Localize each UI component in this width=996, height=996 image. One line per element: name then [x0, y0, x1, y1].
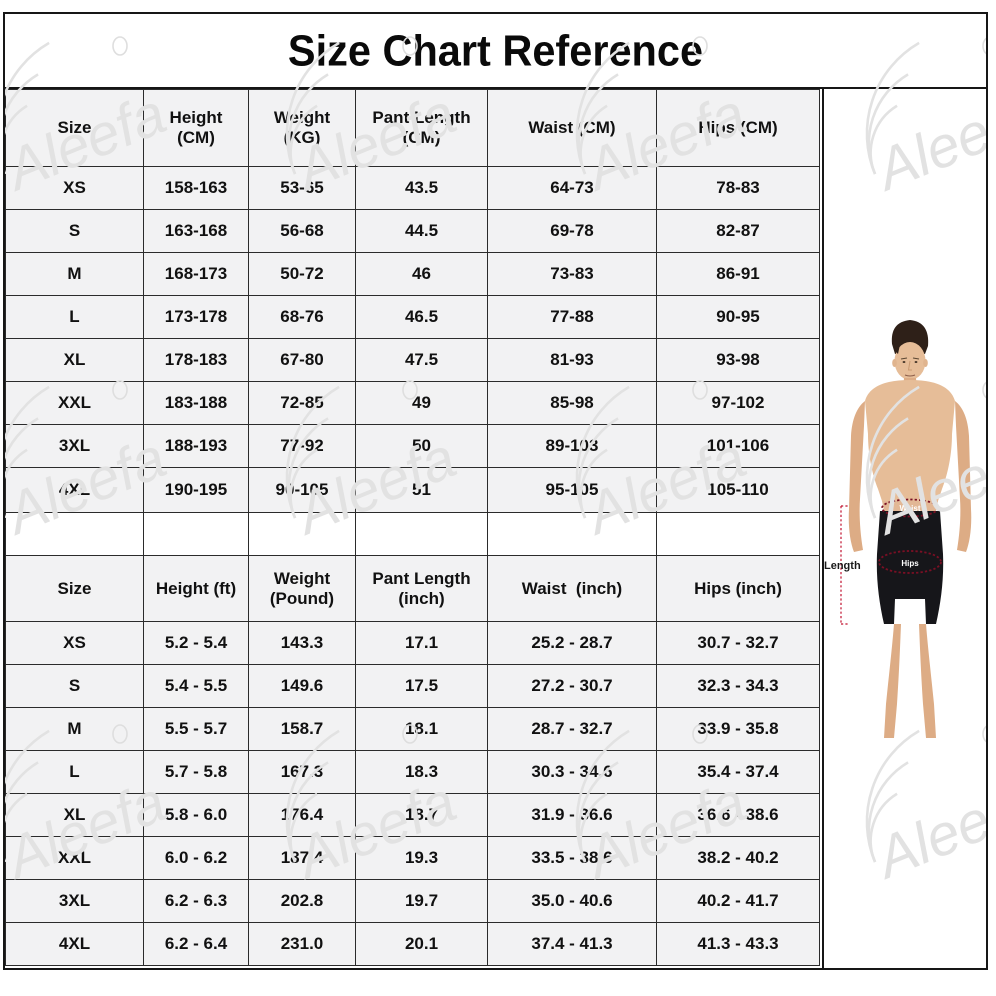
svg-text:Waist: Waist: [899, 504, 920, 513]
svg-text:Length: Length: [824, 560, 861, 572]
svg-text:Hips: Hips: [901, 559, 919, 568]
